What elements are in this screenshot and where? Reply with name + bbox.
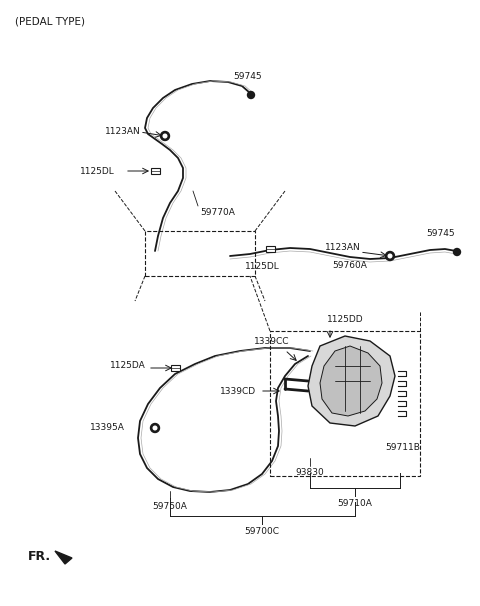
Text: 59745: 59745 <box>234 72 262 81</box>
Circle shape <box>163 134 167 138</box>
Text: 1125DL: 1125DL <box>80 167 115 176</box>
Circle shape <box>454 248 460 256</box>
Circle shape <box>160 132 169 141</box>
Circle shape <box>385 251 395 261</box>
Polygon shape <box>55 551 72 564</box>
Text: 1339CD: 1339CD <box>220 387 256 396</box>
Text: 59770A: 59770A <box>200 208 235 217</box>
Text: 1125DL: 1125DL <box>245 262 280 271</box>
Circle shape <box>153 426 157 430</box>
Text: FR.: FR. <box>28 550 51 562</box>
Text: 1125DD: 1125DD <box>327 315 363 324</box>
Text: 59750A: 59750A <box>153 502 187 511</box>
Text: 59710A: 59710A <box>337 499 372 508</box>
Polygon shape <box>308 336 395 426</box>
Text: 59760A: 59760A <box>332 261 367 270</box>
Circle shape <box>151 424 159 433</box>
Bar <box>151 168 159 174</box>
Text: 1339CC: 1339CC <box>254 337 290 346</box>
Bar <box>265 246 275 252</box>
Text: 1123AN: 1123AN <box>105 127 141 136</box>
Text: 13395A: 13395A <box>90 424 125 433</box>
Text: 1125DA: 1125DA <box>110 362 146 370</box>
Text: 59745: 59745 <box>426 229 455 238</box>
Polygon shape <box>320 346 382 416</box>
Text: 59700C: 59700C <box>244 527 279 536</box>
Text: (PEDAL TYPE): (PEDAL TYPE) <box>15 16 85 26</box>
Text: 1123AN: 1123AN <box>325 244 361 253</box>
Circle shape <box>388 254 392 258</box>
Text: 59711B: 59711B <box>385 444 420 453</box>
Text: 93830: 93830 <box>296 468 324 477</box>
Circle shape <box>248 92 254 99</box>
Bar <box>170 365 180 371</box>
